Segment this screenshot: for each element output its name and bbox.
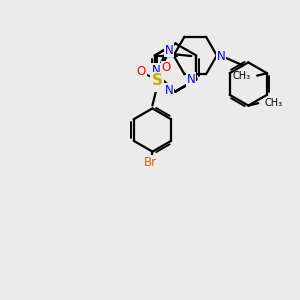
Text: N: N [150, 78, 159, 92]
Text: O: O [137, 65, 146, 78]
Text: N: N [152, 64, 161, 76]
Text: Br: Br [144, 156, 158, 169]
Text: N: N [165, 44, 173, 57]
Text: N: N [164, 83, 173, 97]
Text: CH₃: CH₃ [264, 98, 282, 108]
Text: N: N [187, 73, 195, 86]
Text: S: S [152, 73, 162, 88]
Text: O: O [161, 61, 171, 74]
Text: CH₃: CH₃ [233, 71, 251, 81]
Text: N: N [217, 50, 226, 64]
